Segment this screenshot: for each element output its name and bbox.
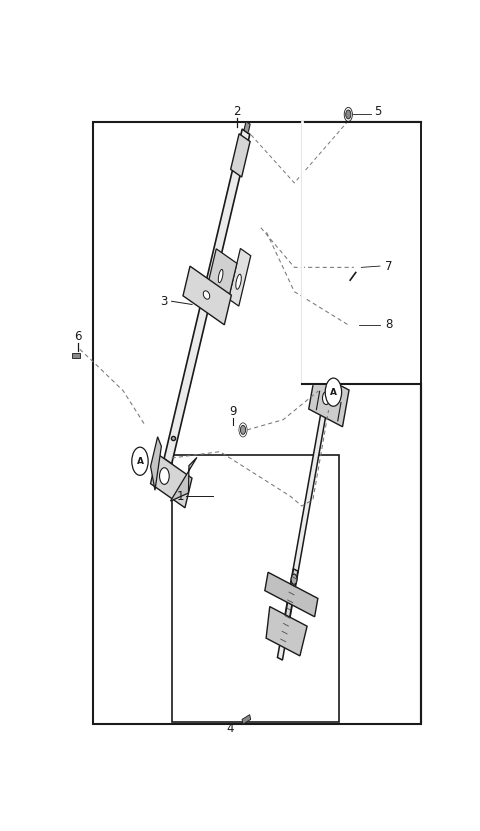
Polygon shape — [164, 129, 250, 464]
Text: A: A — [330, 387, 337, 396]
Circle shape — [355, 263, 360, 273]
Polygon shape — [228, 248, 251, 306]
Circle shape — [346, 110, 351, 119]
Polygon shape — [309, 372, 349, 427]
Text: 4: 4 — [226, 721, 233, 735]
Bar — [94, 122, 421, 724]
Bar — [172, 455, 339, 721]
Polygon shape — [266, 607, 307, 656]
Polygon shape — [244, 121, 250, 133]
Ellipse shape — [218, 269, 223, 283]
Circle shape — [159, 468, 169, 484]
Circle shape — [323, 391, 330, 405]
Circle shape — [132, 447, 148, 475]
Polygon shape — [281, 569, 298, 642]
Polygon shape — [151, 454, 192, 508]
Text: 1: 1 — [177, 490, 185, 503]
Text: 3: 3 — [160, 295, 168, 307]
Polygon shape — [317, 367, 337, 416]
Text: 2: 2 — [233, 105, 240, 118]
Circle shape — [240, 425, 246, 435]
Text: 6: 6 — [74, 330, 82, 343]
Polygon shape — [231, 134, 250, 177]
Polygon shape — [151, 437, 161, 490]
Bar — [349, 323, 359, 333]
Text: 5: 5 — [374, 105, 382, 118]
Polygon shape — [265, 573, 318, 617]
Circle shape — [291, 574, 297, 584]
Text: A: A — [136, 457, 144, 465]
Text: 9: 9 — [229, 406, 237, 419]
Ellipse shape — [236, 274, 241, 289]
Polygon shape — [183, 266, 231, 325]
Polygon shape — [207, 248, 237, 302]
Polygon shape — [277, 387, 330, 660]
Ellipse shape — [203, 291, 210, 299]
Circle shape — [325, 378, 342, 406]
Bar — [72, 353, 80, 358]
Bar — [242, 715, 251, 725]
Polygon shape — [302, 123, 424, 384]
Polygon shape — [170, 457, 197, 501]
Text: 8: 8 — [385, 318, 393, 332]
Text: 7: 7 — [385, 259, 393, 273]
